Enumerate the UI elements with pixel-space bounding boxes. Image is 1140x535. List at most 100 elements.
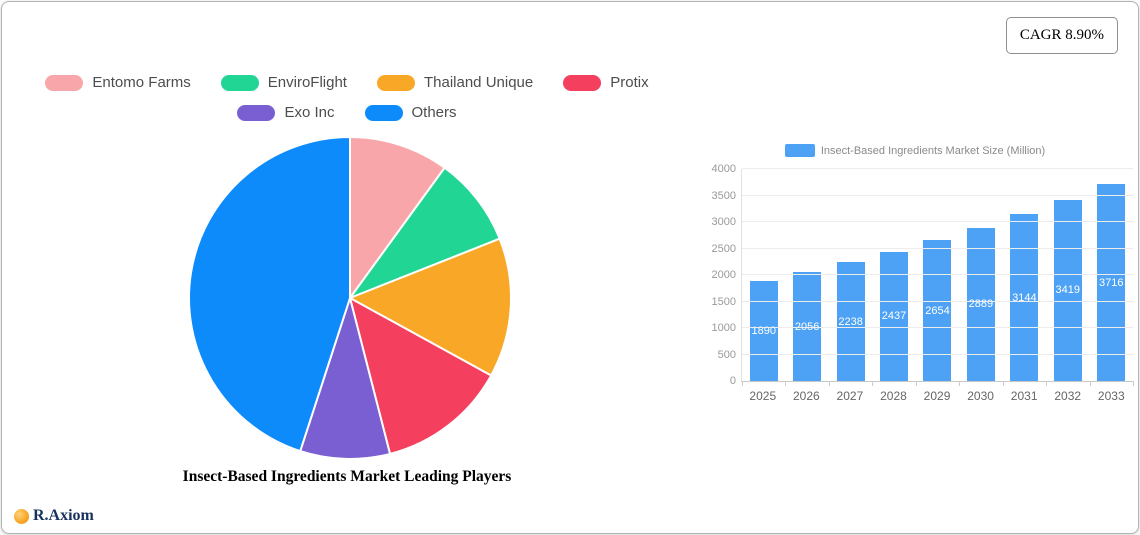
legend-swatch: [220, 74, 259, 91]
y-axis-label: 1500: [711, 295, 736, 308]
x-axis-tick: [1002, 381, 1004, 386]
legend-swatch: [237, 104, 276, 121]
legend-swatch: [563, 74, 602, 91]
x-axis-label-2031: 2031: [1010, 389, 1038, 403]
legend-item-protix[interactable]: Protix: [563, 74, 649, 91]
bar-slot: 3716: [1090, 169, 1133, 381]
y-axis-label: 1000: [711, 322, 736, 334]
pie-chart-title: Insect-Based Ingredients Market Leading …: [182, 468, 512, 485]
bar-2026: 2056: [793, 272, 822, 381]
bar-value-label: 2654: [925, 304, 950, 317]
bar-value-label: 2437: [881, 310, 907, 323]
bar-value-label: 3419: [1055, 284, 1081, 297]
x-axis-tick: [1089, 381, 1091, 386]
x-axis-label-2026: 2026: [792, 389, 820, 403]
bar-slot: 2238: [829, 169, 872, 381]
pie-chart: [185, 133, 515, 463]
legend-row: Exo Inc Others: [2, 104, 692, 121]
x-axis-tick: [1046, 381, 1048, 386]
bar-2025: 1890: [749, 280, 778, 381]
x-axis-tick: [872, 381, 874, 386]
bar-2030: 2889: [966, 227, 995, 381]
bar-chart: Insect-Based Ingredients Market Size (Mi…: [697, 144, 1134, 403]
gridline: [742, 221, 1133, 222]
pie-slice-exo-inc: [299, 297, 392, 460]
brand-logo: R.Axiom: [14, 507, 94, 525]
legend-label: Entomo Farms: [92, 74, 191, 91]
bar-slot: 2437: [872, 169, 915, 381]
legend-item-exo-inc[interactable]: Exo Inc: [237, 104, 335, 121]
bar-chart-legend[interactable]: Insect-Based Ingredients Market Size (Mi…: [697, 144, 1133, 157]
x-axis-tick: [959, 381, 961, 386]
gridline: [742, 353, 1133, 355]
legend-item-thailand-unique[interactable]: Thailand Unique: [376, 74, 534, 91]
legend-label: Protix: [610, 74, 649, 91]
gridline: [742, 300, 1133, 302]
legend-swatch: [364, 104, 403, 121]
x-axis-label-2025: 2025: [749, 389, 777, 403]
legend-item-entomo-farms[interactable]: Entomo Farms: [45, 74, 191, 91]
bar-2033: 3716: [1097, 184, 1126, 381]
legend-label: EnviroFlight: [267, 74, 347, 91]
brand-icon: [14, 508, 29, 524]
pie-slice-entomo-farms: [349, 136, 446, 299]
pie-slice-protix: [349, 297, 493, 455]
bar-2027: 2238: [836, 262, 865, 381]
legend-row: Entomo Farms EnviroFlight Thailand Unique P…: [2, 74, 692, 91]
bar-slot: 2889: [959, 169, 1002, 381]
gridline: [742, 274, 1133, 275]
bar-slot: 3419: [1046, 169, 1089, 381]
bar-value-label: 2238: [838, 315, 863, 328]
y-axis-label: 0: [729, 375, 736, 387]
legend-label: Others: [411, 104, 457, 121]
y-axis-label: 4000: [711, 163, 736, 175]
x-axis-label-2028: 2028: [880, 389, 907, 403]
y-axis-label: 2000: [711, 269, 736, 281]
bar-slot: 1890: [742, 169, 785, 381]
y-axis-label: 2500: [711, 242, 736, 255]
legend-swatch: [376, 74, 415, 91]
y-axis-label: 3000: [711, 216, 736, 228]
legend-swatch: [45, 74, 84, 91]
y-axis-label: 3500: [711, 189, 736, 202]
x-axis-label-2027: 2027: [836, 389, 864, 403]
brand-name: R.Axiom: [33, 507, 94, 524]
bars-container: 1890 2056 2238 2437 2654 2889 3144 3419 3716: [742, 169, 1133, 381]
x-axis-tick: [915, 381, 917, 386]
legend-item-others[interactable]: Others: [364, 104, 457, 121]
bar-legend-swatch: [784, 144, 815, 157]
bar-slot: 2056: [785, 169, 828, 381]
bar-2032: 3419: [1053, 199, 1082, 381]
bar-value-label: 3716: [1098, 276, 1124, 289]
bar-slot: 2654: [916, 169, 959, 381]
legend-item-enviroflight[interactable]: EnviroFlight: [220, 74, 347, 91]
x-axis-tick: [785, 381, 787, 386]
gridline: [742, 194, 1133, 196]
x-axis-label-2029: 2029: [923, 389, 951, 403]
legend-label: Exo Inc: [284, 104, 335, 121]
x-axis-labels: 2025 2026 2027 2028 2029 2030 2031 2032 2033: [741, 389, 1133, 403]
pie-slice-thailand-unique: [349, 237, 512, 377]
x-axis-tick: [742, 381, 743, 386]
bar-value-label: 3144: [1012, 291, 1037, 304]
x-axis-label-2030: 2030: [967, 389, 994, 403]
cagr-badge: CAGR 8.90%: [1005, 17, 1118, 54]
x-axis-tick: [1133, 381, 1134, 386]
legend-label: Thailand Unique: [423, 74, 534, 91]
pie-legend: Entomo Farms EnviroFlight Thailand Unique P…: [2, 74, 692, 134]
bar-plot-area: 1890 2056 2238 2437 2654 2889 3144 3419 3716 0 50…: [712, 163, 1134, 387]
pie-slice-enviroflight: [349, 166, 501, 299]
bar-2028: 2437: [880, 251, 909, 381]
bar-legend-label: Insect-Based Ingredients Market Size (Mi…: [820, 144, 1046, 157]
bar-2029: 2654: [923, 240, 952, 381]
x-axis-tick: [828, 381, 830, 386]
y-axis-label: 500: [717, 348, 736, 361]
x-axis-label-2032: 2032: [1054, 389, 1082, 403]
gridline: [742, 327, 1133, 328]
pie-slice-others: [188, 136, 351, 453]
x-axis-label-2033: 2033: [1097, 389, 1125, 403]
bar-value-label: 2056: [794, 320, 820, 333]
gridline: [742, 168, 1133, 169]
bar-2031: 3144: [1010, 214, 1039, 381]
